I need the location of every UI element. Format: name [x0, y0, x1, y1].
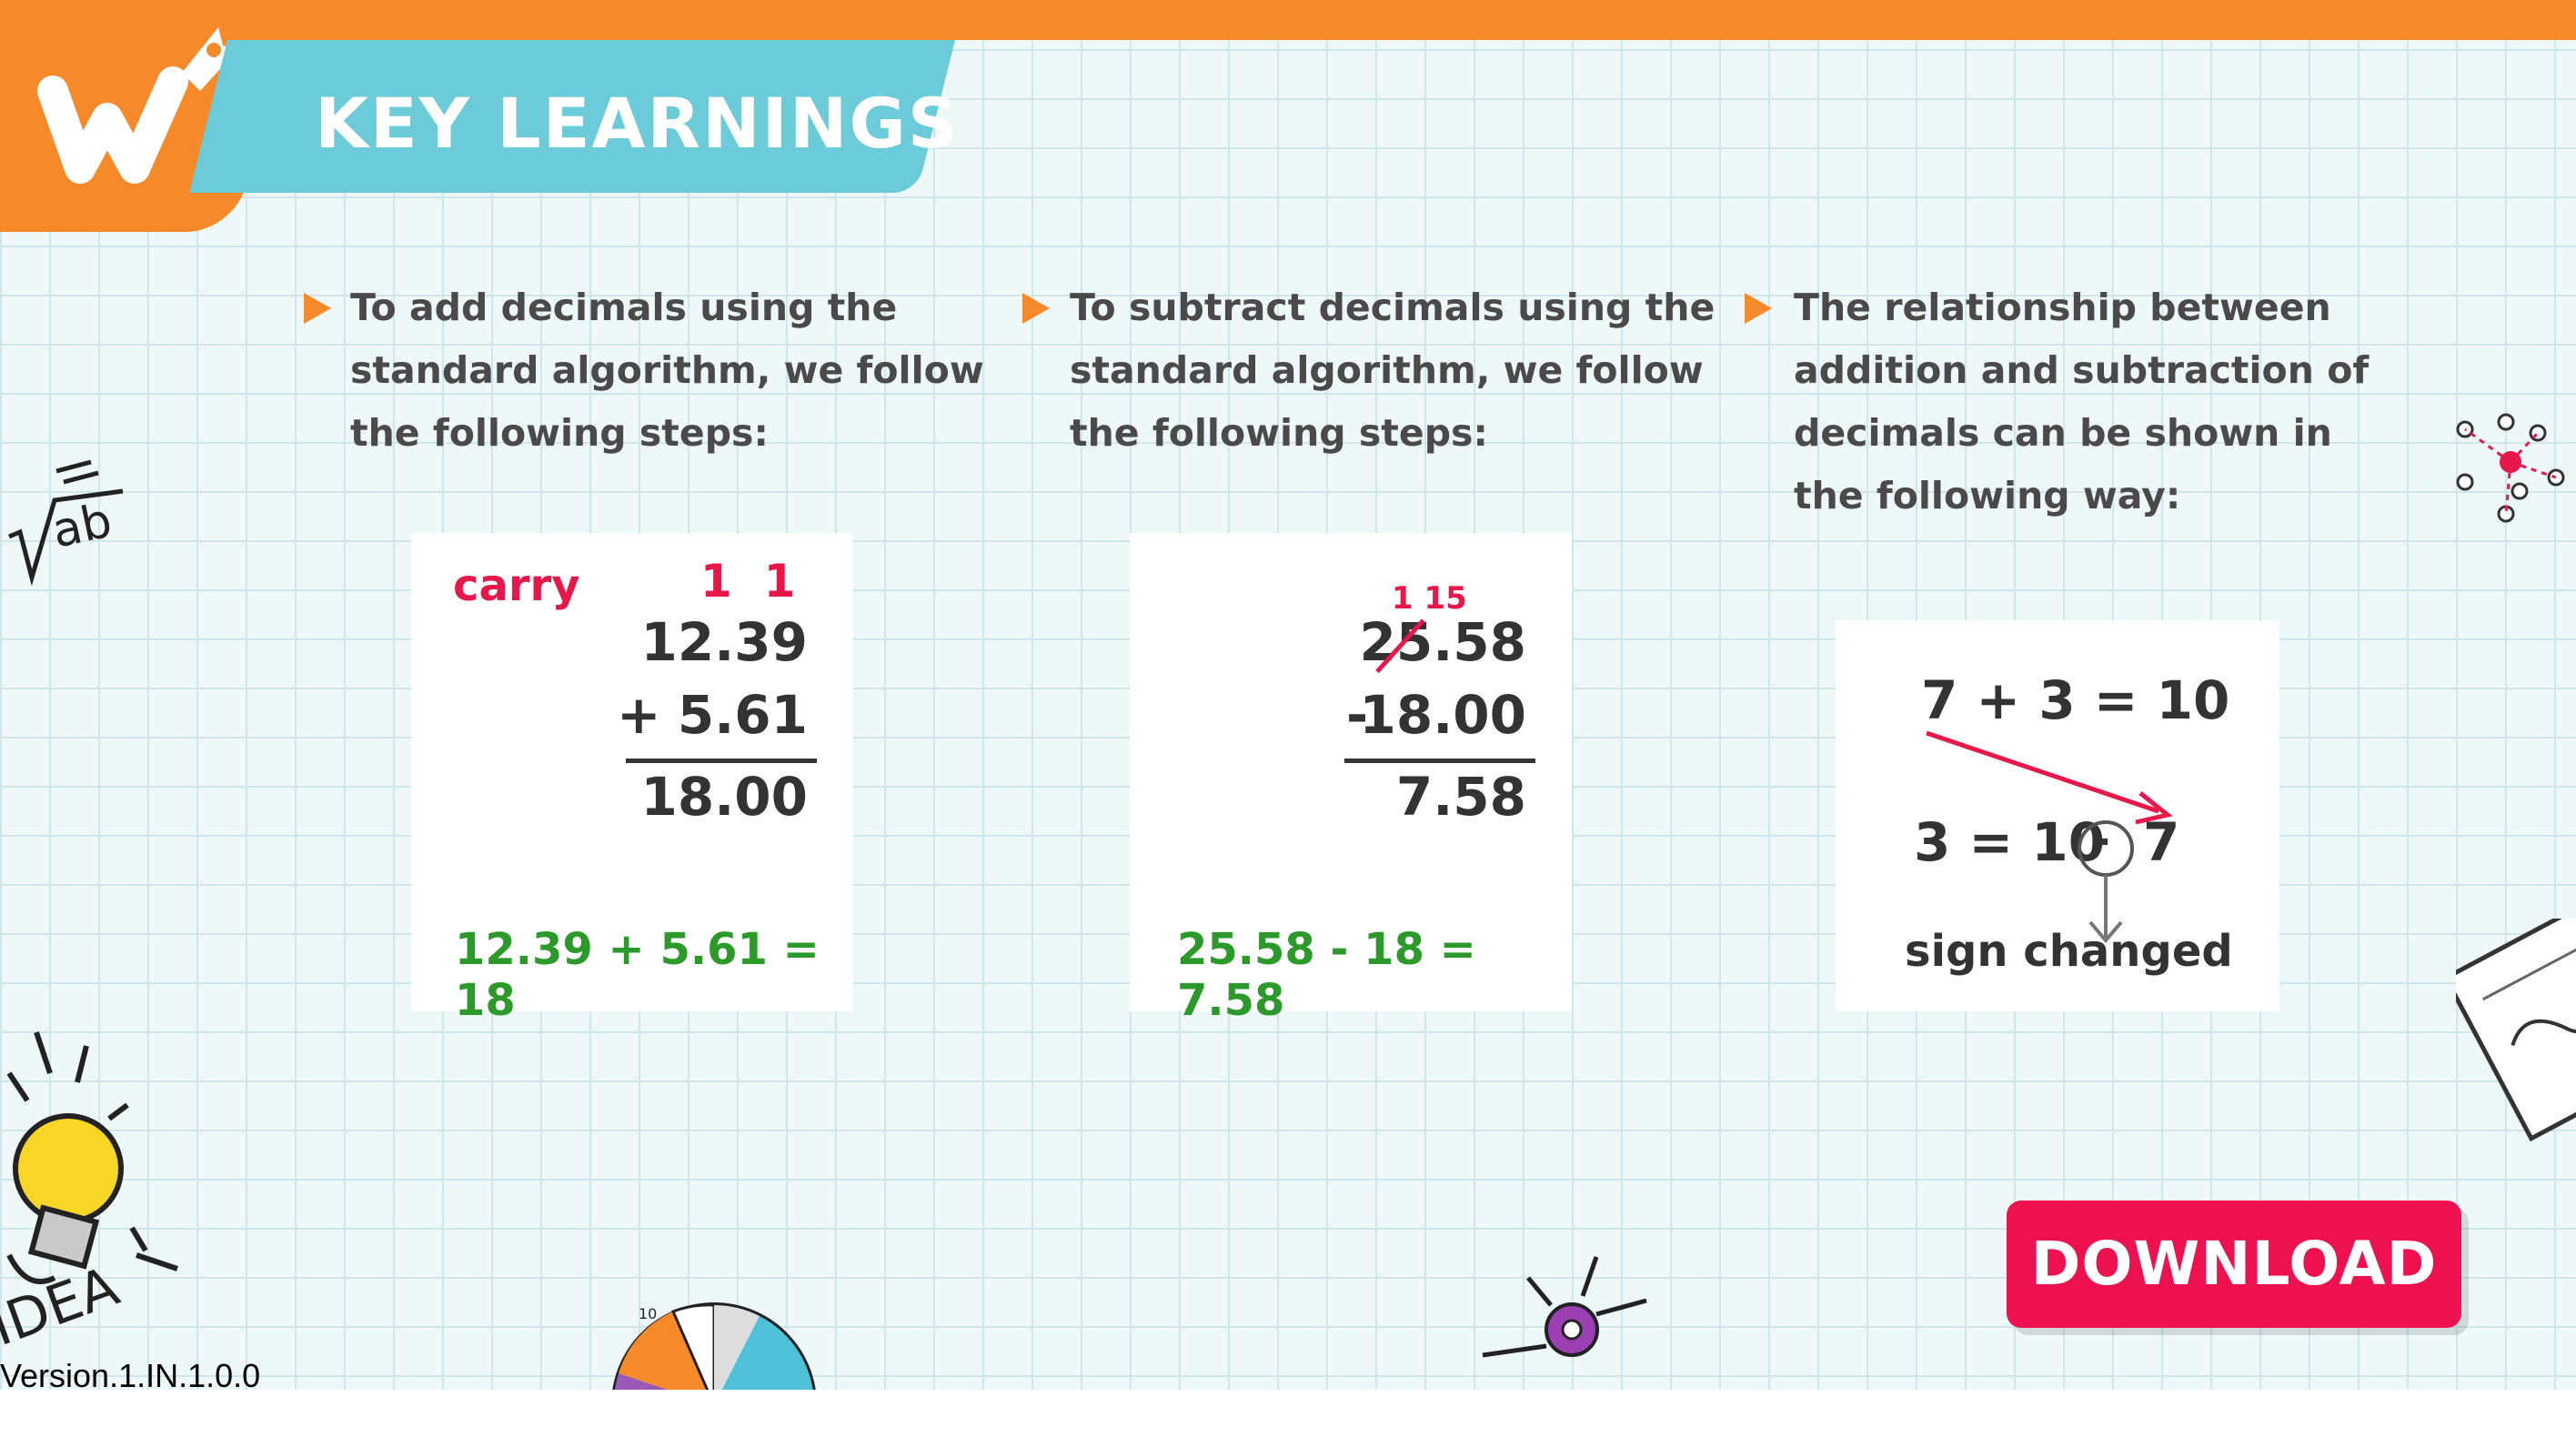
column-1-line: To add decimals using the — [350, 286, 898, 329]
down-arrow-icon — [2088, 875, 2123, 944]
relationship-card: 7 + 3 = 10 3 = 10 - 7 sign changed — [1836, 620, 2279, 1011]
column-2-text: To subtract decimals using the standard … — [1070, 276, 1725, 465]
bullet-arrow-icon — [1745, 293, 1772, 324]
bullet-arrow-icon — [1022, 293, 1050, 324]
notebook-doodle-icon — [2456, 919, 2576, 1142]
minuend-rest: .58 — [1433, 611, 1526, 673]
sum-result: 18.00 — [640, 766, 808, 828]
minus-operator: - — [1346, 684, 1369, 746]
column-3-line: The relationship between — [1794, 286, 2331, 329]
column-1-line: the following steps: — [350, 411, 769, 455]
subtraction-card: 1 15 25.58 - 18.00 7.58 25.58 - 18 = 7.5… — [1130, 533, 1572, 1026]
addition-card: carry 1 1 12.39 + 5.61 18.00 12.39 + 5.6… — [411, 533, 853, 1026]
top-bar — [0, 0, 2576, 40]
plus-operator: + — [617, 684, 661, 746]
carry-digits: 1 1 — [700, 555, 796, 608]
subtrahend: 18.00 — [1359, 684, 1526, 746]
column-3-line: decimals can be shown in — [1794, 411, 2332, 455]
lightbulb-idea-icon: IDEA — [0, 1031, 178, 1359]
red-arrow-icon — [1926, 730, 2173, 825]
svg-text:10: 10 — [639, 1305, 657, 1322]
column-1-text: To add decimals using the standard algor… — [350, 276, 1005, 465]
w-rocket-logo-icon — [37, 27, 238, 184]
column-2-line: standard algorithm, we follow — [1070, 348, 1704, 392]
difference-line — [1344, 759, 1535, 763]
network-doodle-icon — [2456, 413, 2565, 523]
column-3-line: the following way: — [1794, 474, 2181, 518]
addition-fact: 7 + 3 = 10 — [1921, 669, 2230, 731]
changed-sign: - — [2091, 813, 2110, 866]
borrow-digits: 1 15 — [1392, 580, 1467, 617]
sum-line — [626, 759, 817, 763]
column-3-text: The relationship between addition and su… — [1794, 276, 2449, 528]
subtraction-fact-right: 7 — [2143, 811, 2180, 873]
download-button[interactable]: DOWNLOAD — [2007, 1201, 2461, 1328]
bullet-arrow-icon — [304, 293, 331, 324]
svg-text:ab: ab — [47, 494, 116, 559]
column-1-line: standard algorithm, we follow — [350, 348, 984, 392]
subtraction-equation: 25.58 - 18 = 7.58 — [1177, 924, 1476, 1026]
subtraction-fact-left: 3 = 10 — [1914, 811, 2106, 873]
version-label: Version.1.IN.1.0.0 — [0, 1357, 261, 1394]
sqrt-ab-doodle-icon: ab — [8, 459, 124, 587]
page-title: KEY LEARNINGS — [315, 83, 960, 164]
sign-changed-note: sign changed — [1905, 926, 2233, 977]
pie-wheel-doodle-icon: 10 — [612, 1302, 816, 1390]
difference-result: 7.58 — [1395, 766, 1526, 828]
gear-arrows-doodle-icon — [1482, 1256, 1647, 1358]
column-2-line: To subtract decimals using the — [1070, 286, 1716, 329]
bottom-strip — [0, 1390, 2576, 1437]
addend-1: 12.39 — [640, 611, 808, 673]
column-2-line: the following steps: — [1070, 411, 1488, 455]
addend-2: 5.61 — [677, 684, 808, 746]
carry-label: carry — [453, 560, 580, 611]
column-3-line: addition and subtraction of — [1794, 348, 2370, 392]
addition-equation: 12.39 + 5.61 = 18 — [455, 924, 820, 1026]
